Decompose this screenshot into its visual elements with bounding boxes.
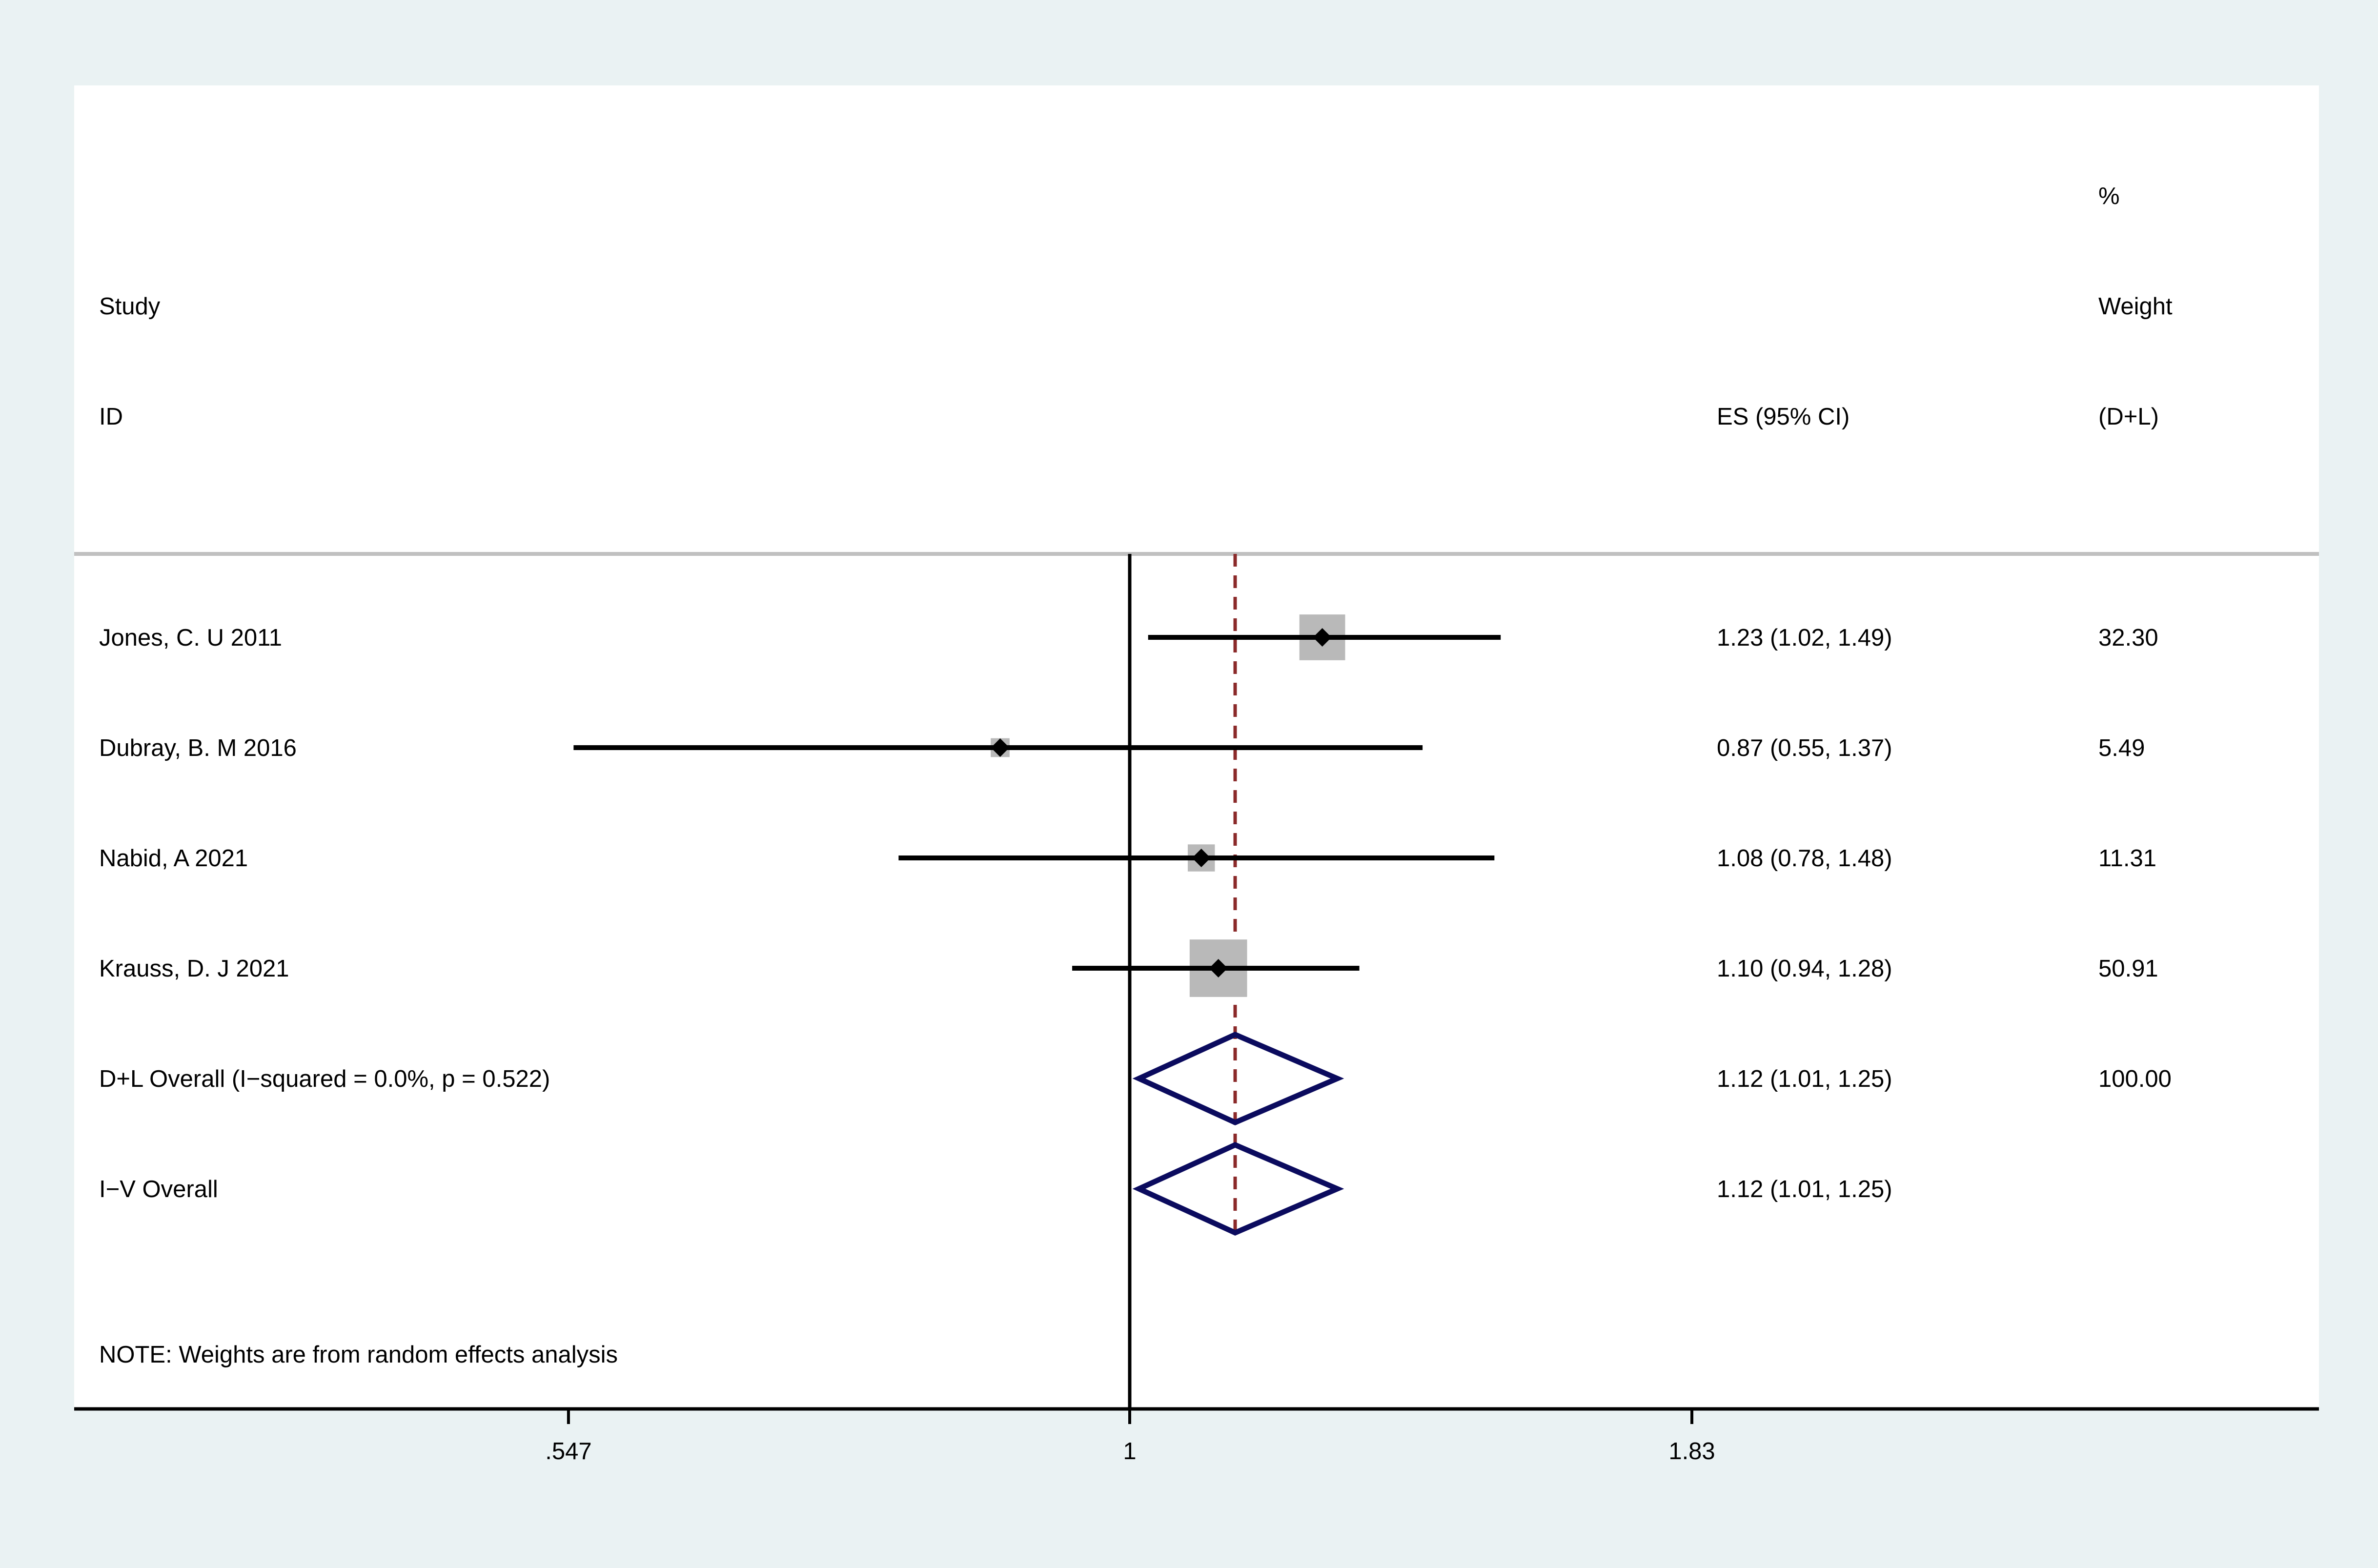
weight-value: 50.91 xyxy=(2098,956,2158,982)
es-ci-value: 1.12 (1.01, 1.25) xyxy=(1717,1066,1892,1092)
study-rows: Jones, C. U 2011 1.23 (1.02, 1.49) 32.30 Du… xyxy=(99,614,2172,1236)
header-weight-pct: % xyxy=(2098,183,2120,209)
point-estimate xyxy=(1313,628,1332,647)
overall-row: D+L Overall (I−squared = 0.0%, p = 0.522… xyxy=(99,1031,2172,1126)
header-id: ID xyxy=(99,404,123,430)
note-text: NOTE: Weights are from random effects an… xyxy=(99,1342,618,1368)
header-weight-method: (D+L) xyxy=(2098,404,2159,430)
header-es-ci: ES (95% CI) xyxy=(1717,404,1850,430)
study-label: Jones, C. U 2011 xyxy=(99,625,282,651)
header-weight: Weight xyxy=(2098,293,2173,320)
overall-diamond xyxy=(1132,1141,1344,1236)
overall-diamond xyxy=(1132,1031,1344,1126)
study-label: Dubray, B. M 2016 xyxy=(99,735,297,761)
weight-value: 5.49 xyxy=(2098,735,2145,761)
weight-value: 11.31 xyxy=(2098,845,2156,872)
point-estimate xyxy=(1192,849,1211,867)
x-axis-ticks: .547 1 1.83 xyxy=(545,1409,1715,1465)
es-ci-value: 1.12 (1.01, 1.25) xyxy=(1717,1176,1892,1202)
study-row: Dubray, B. M 2016 0.87 (0.55, 1.37) 5.49 xyxy=(99,735,2145,761)
study-row: Jones, C. U 2011 1.23 (1.02, 1.49) 32.30 xyxy=(99,614,2158,660)
es-ci-value: 1.23 (1.02, 1.49) xyxy=(1717,625,1892,651)
study-row: Nabid, A 2021 1.08 (0.78, 1.48) 11.31 xyxy=(99,844,2156,872)
x-tick-label: 1 xyxy=(1123,1438,1136,1465)
point-estimate xyxy=(1209,959,1228,977)
overall-row: I−V Overall 1.12 (1.01, 1.25) xyxy=(99,1141,1892,1236)
study-label: Nabid, A 2021 xyxy=(99,845,248,872)
x-tick-label: .547 xyxy=(545,1438,591,1465)
study-row: Krauss, D. J 2021 1.10 (0.94, 1.28) 50.91 xyxy=(99,939,2158,997)
x-tick-label: 1.83 xyxy=(1668,1438,1715,1465)
study-label: Krauss, D. J 2021 xyxy=(99,956,289,982)
overall-label: D+L Overall (I−squared = 0.0%, p = 0.522… xyxy=(99,1066,550,1092)
weight-value: 32.30 xyxy=(2098,625,2158,651)
point-estimate xyxy=(991,738,1010,757)
es-ci-value: 1.08 (0.78, 1.48) xyxy=(1717,845,1892,872)
weight-value: 100.00 xyxy=(2098,1066,2172,1092)
overall-label: I−V Overall xyxy=(99,1176,218,1202)
es-ci-value: 0.87 (0.55, 1.37) xyxy=(1717,735,1892,761)
header-study: Study xyxy=(99,293,161,320)
es-ci-value: 1.10 (0.94, 1.28) xyxy=(1717,956,1892,982)
